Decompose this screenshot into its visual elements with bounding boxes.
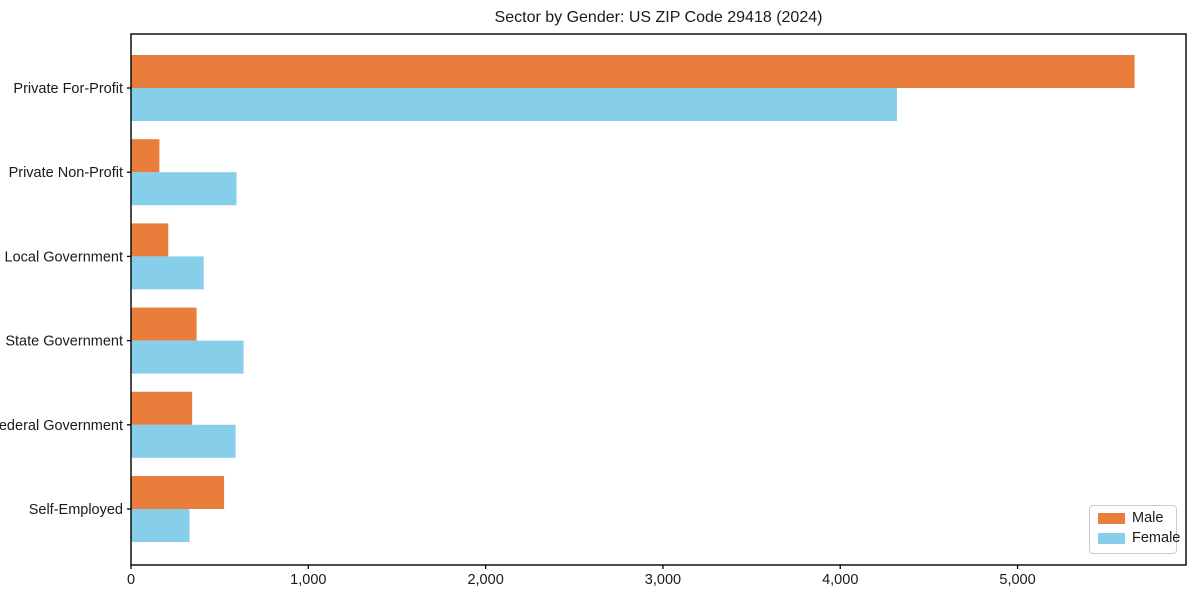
x-tick-label-1000: 1,000 [290,572,326,588]
bar-male-private-non-profit [131,139,160,173]
legend-swatch-female [1098,533,1125,545]
chart-title: Sector by Gender: US ZIP Code 29418 (202… [494,9,823,26]
bar-female-private-for-profit [131,88,897,121]
legend-item-male: Male [1098,510,1168,527]
x-tick-label-0: 0 [127,572,135,588]
bar-female-self-employed [131,509,190,542]
x-tick-label-4000: 4,000 [822,572,858,588]
plot-frame [130,33,1187,566]
legend-label-female: Female [1132,529,1181,546]
bar-female-private-non-profit [131,172,237,206]
bar-male-local-government [131,223,169,257]
y-tick-label-state-government: State Government [5,334,123,350]
y-tick-label-private-for-profit: Private For-Profit [13,81,123,97]
bar-female-federal-government [131,424,236,458]
legend: Male Female [1089,505,1180,554]
x-tick-label-3000: 3,000 [645,572,681,588]
legend-label-male: Male [1132,510,1164,526]
y-tick-label-federal-government: Federal Government [0,418,123,434]
bar-male-state-government [131,307,197,341]
bar-male-self-employed [131,476,225,509]
bar-male-federal-government [131,391,193,425]
x-tick-label-2000: 2,000 [467,572,503,588]
x-tick-label-5000: 5,000 [999,572,1035,588]
y-tick-label-self-employed: Self-Employed [29,502,123,518]
y-tick-label-private-non-profit: Private Non-Profit [9,165,123,181]
y-tick-label-local-government: Local Government [5,249,123,265]
bar-female-state-government [131,340,244,374]
legend-item-female: Female [1098,530,1180,547]
bar-male-private-for-profit [131,55,1135,88]
legend-swatch-male [1098,513,1125,525]
bar-female-local-government [131,256,204,290]
